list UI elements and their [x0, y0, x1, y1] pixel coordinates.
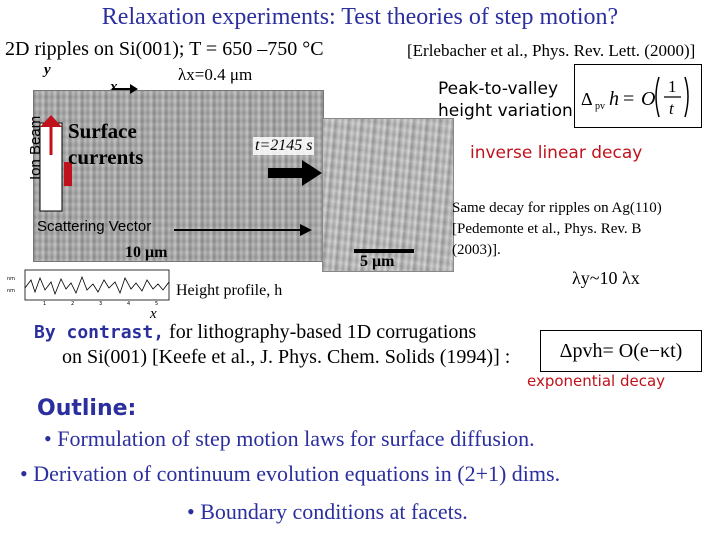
formula-exponential-decay: Δpvh= O(e−κt)	[540, 330, 702, 372]
exponential-decay-label: exponential decay	[527, 372, 666, 390]
svg-text:Δ: Δ	[581, 89, 593, 109]
svg-text:5: 5	[155, 301, 158, 306]
time-label: t=2145 s	[253, 137, 315, 155]
currents-label: currents	[68, 145, 144, 169]
scale-10um: 10 μm	[125, 244, 168, 261]
same-decay-line-1: Same decay for ripples on Ag(110)	[452, 200, 662, 216]
surface-label: Surface	[68, 119, 137, 143]
ion-beam-label: Ion Beam	[27, 115, 44, 180]
by-contrast-text: for lithography-based 1D corrugations	[164, 321, 477, 343]
reference-erlebacher: [Erlebacher et al., Phys. Rev. Lett. (20…	[407, 41, 696, 60]
same-decay-line-2: [Pedemonte et al., Phys. Rev. B	[452, 221, 642, 237]
outline-bullet-2: • Derivation of continuum evolution equa…	[20, 461, 561, 486]
svg-text:nm: nm	[7, 276, 15, 282]
svg-text:4: 4	[127, 301, 130, 306]
scattering-vector-label: Scattering Vector	[37, 218, 152, 235]
red-arrow-icon	[64, 162, 72, 186]
outline-heading: Outline:	[37, 396, 137, 421]
by-contrast-line: By contrast, for lithography-based 1D co…	[34, 321, 476, 344]
peak-line-2: height variation	[438, 101, 573, 121]
svg-text:h: h	[609, 88, 619, 110]
outline-bullet-1: • Formulation of step motion laws for su…	[44, 426, 535, 451]
plot-x-label: x	[150, 306, 157, 322]
svg-text:1: 1	[43, 301, 46, 306]
scale-5um: 5 μm	[360, 253, 395, 270]
inverse-linear-decay: inverse linear decay	[470, 143, 643, 163]
formula-inverse-decay-graphic: Δ pv h = O 1 t	[581, 76, 689, 118]
keefe-reference-line: on Si(001) [Keefe et al., J. Phys. Chem.…	[62, 346, 511, 368]
lambda-y-label: λy~10 λx	[572, 268, 640, 288]
peak-to-valley-label: Peak-to-valley height variation	[438, 78, 573, 122]
svg-text:O: O	[641, 88, 655, 110]
by-contrast-bold: By contrast,	[34, 322, 165, 343]
svg-text:=: =	[623, 88, 634, 110]
right-arrow-icon	[112, 84, 138, 94]
peak-line-1: Peak-to-valley	[438, 79, 559, 99]
same-decay-note: Same decay for ripples on Ag(110) [Pedem…	[452, 198, 662, 261]
outline-bullet-3: • Boundary conditions at facets.	[187, 499, 468, 524]
height-profile-label: Height profile, h	[176, 282, 283, 299]
svg-text:2: 2	[71, 301, 74, 306]
ripple-image-initial	[33, 90, 324, 262]
svg-text:3: 3	[99, 301, 102, 306]
y-axis-label: y	[44, 62, 51, 78]
slide-title: Relaxation experiments: Test theories of…	[101, 4, 619, 30]
svg-text:1: 1	[668, 77, 677, 96]
svg-text:pv: pv	[595, 101, 605, 112]
formula-inverse-decay: Δ pv h = O 1 t	[574, 64, 702, 128]
subtitle: 2D ripples on Si(001); T = 650 –750 °C	[5, 38, 324, 60]
surface-currents-label: Surface currents	[68, 118, 143, 170]
time-arrow-icon	[268, 160, 322, 186]
ripple-image-later	[322, 118, 454, 272]
up-arrow-icon	[39, 115, 63, 212]
same-decay-line-3: (2003)].	[452, 242, 501, 258]
svg-text:t: t	[669, 99, 675, 118]
lambda-x-label: λx=0.4 μm	[178, 65, 253, 84]
x-axis-label: x	[110, 79, 118, 95]
height-profile-plot: nm nm 1 2 3 4 5	[7, 269, 170, 306]
svg-text:nm: nm	[7, 288, 15, 294]
scale-bar-icon	[354, 249, 414, 253]
scattering-arrow-icon	[174, 224, 312, 236]
